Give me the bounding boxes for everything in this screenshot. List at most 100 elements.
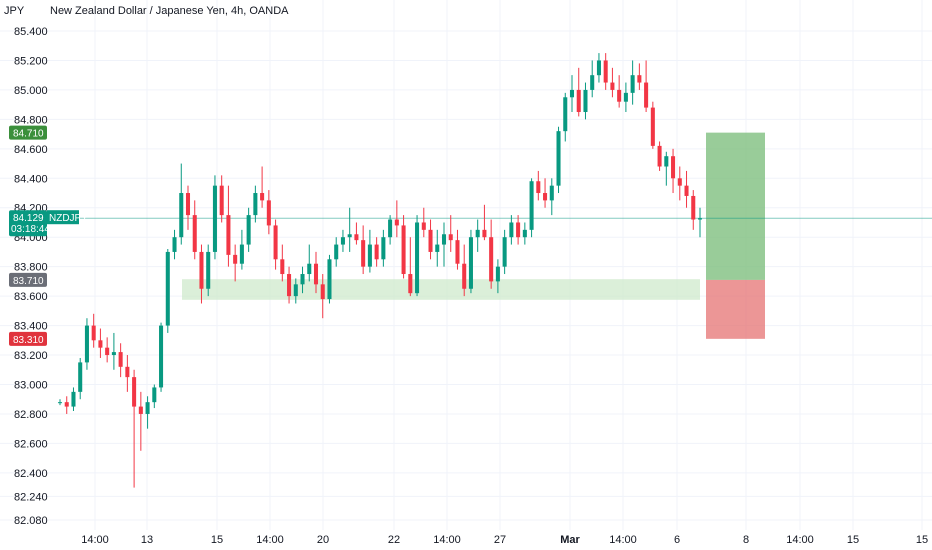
y-tick-label: 85.400 [14,26,48,38]
entry-tag: 83.710 [9,272,47,287]
candle-body [287,274,292,297]
y-tick-label: 82.400 [14,468,48,480]
stop-loss-box[interactable] [706,279,765,339]
candle-body [273,225,278,260]
candle-body [354,234,359,241]
candle-body [415,222,420,294]
candle-body [489,237,494,282]
candle-body [340,237,345,245]
candle-body [543,193,548,201]
candle-body [637,75,642,83]
candle-body [334,244,339,260]
svg-text:83.710: 83.710 [13,276,44,287]
candle-body [266,200,271,226]
candle-body [664,156,669,167]
candle-body [684,185,689,196]
candle-body [98,340,103,348]
candle-body [630,75,635,93]
candle-body [697,218,703,220]
candle-body [603,60,608,83]
candle-body [468,237,473,289]
y-tick-label: 82.800 [14,409,48,421]
current-price-value: 84.129 [13,213,44,224]
candle-body [482,229,487,238]
candle-body [455,240,460,264]
candle-body [462,263,467,289]
candle-body [495,266,500,282]
candle-body [428,229,433,252]
candle-body [549,185,554,201]
grid [0,0,932,530]
candle-body [159,325,164,388]
candle-body [192,215,197,252]
x-tick-label: 27 [494,534,506,546]
candle-body [421,222,426,230]
time-axis[interactable]: 14:00 13 15 14:00 20 22 14:00 27 Mar 14:00 6 8 14:00… [81,534,928,546]
candle-body [374,244,379,260]
candle-body [199,251,204,289]
candle-body [563,97,568,132]
x-tick-label: 14:00 [433,534,461,546]
candle-body [408,274,413,294]
svg-text:83.310: 83.310 [13,335,44,346]
x-tick-label: 13 [141,534,153,546]
candle-body [105,347,110,356]
y-tick-label: 83.400 [14,321,48,333]
candle-body [381,237,386,260]
x-tick-label: 6 [674,534,680,546]
candle-body [435,244,440,252]
candle-body [516,222,521,238]
candle-body [522,229,527,238]
candle-body [206,251,211,289]
candle-body [401,225,406,275]
candle-body [239,244,244,264]
x-tick-label: 14:00 [81,534,109,546]
candle-body [293,284,298,297]
candle-body [84,325,89,363]
x-tick-label: 22 [388,534,400,546]
chart-title: New Zealand Dollar / Japanese Yen, 4h, O… [50,5,289,17]
candle-body [617,89,622,102]
candle-body [253,193,258,216]
candle-body [361,240,366,267]
candle-body [529,181,534,230]
take-profit-tag: 84.710 [9,125,47,140]
long-position-tool[interactable] [706,132,765,339]
symbol-label: NZDJPY [49,213,88,224]
take-profit-box[interactable] [706,132,765,280]
x-tick-label: 14:00 [786,534,814,546]
candle-body [111,352,116,356]
candle-body [677,178,682,186]
candle-body [671,156,676,179]
y-tick-label: 83.600 [14,291,48,303]
candle-body [327,259,332,300]
y-tick-label: 82.080 [14,515,48,527]
x-tick-label: Mar [560,534,580,546]
candle-body [152,387,157,403]
x-tick-label: 15 [916,534,928,546]
y-tick-label: 83.000 [14,379,48,391]
y-tick-label: 84.600 [14,144,48,156]
candle-body [71,391,76,407]
candle-body [367,244,372,267]
candle-body [179,193,184,238]
candle-body [165,251,170,326]
candle-body [313,263,319,285]
countdown-timer: 03:18:44 [11,224,50,235]
candle-body [623,92,628,102]
y-tick-label: 83.800 [14,262,48,274]
candle-body [145,402,150,414]
y-tick-label: 85.200 [14,55,48,67]
x-tick-label: 20 [317,534,329,546]
y-tick-label: 83.200 [14,350,48,362]
y-tick-label: 82.240 [14,491,48,503]
candle-body [78,362,83,392]
candle-body [394,219,399,226]
stop-loss-tag: 83.310 [9,331,47,346]
candle-body [64,402,69,407]
candle-body [307,263,312,275]
y-tick-label: 82.600 [14,438,48,450]
candle-body [347,234,352,238]
